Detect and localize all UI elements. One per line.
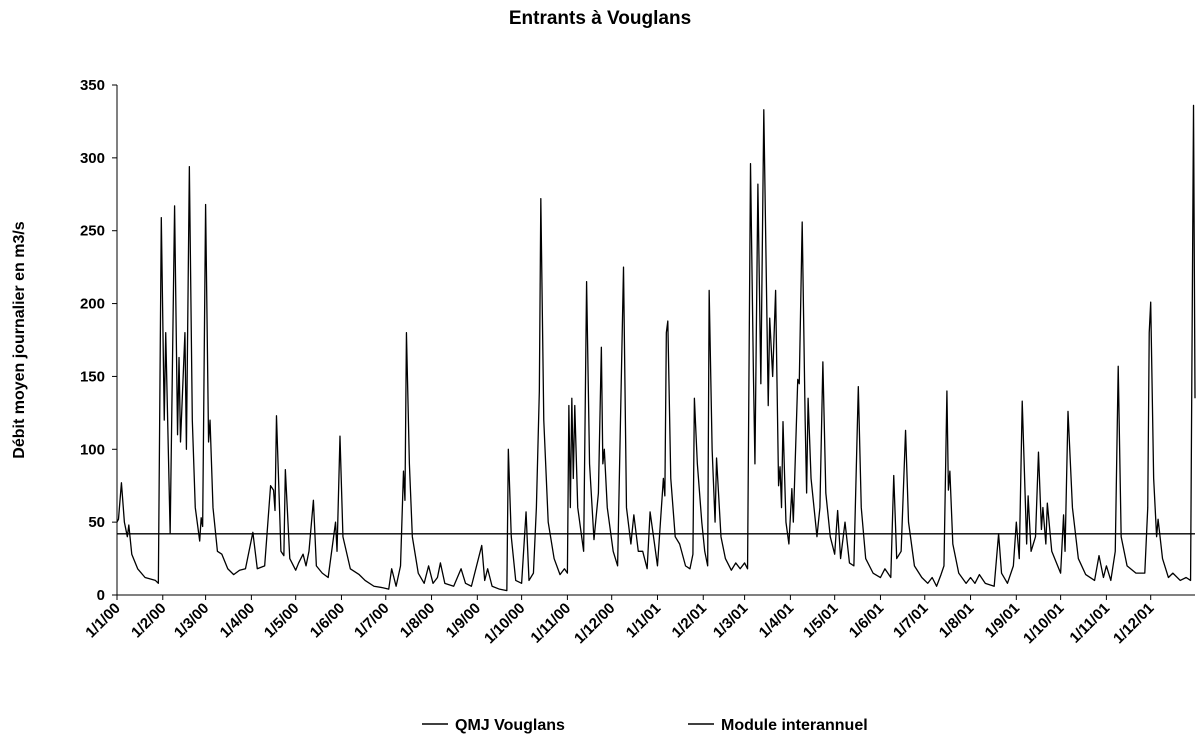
y-tick-label: 300	[80, 150, 105, 167]
legend-label: QMJ Vouglans	[455, 717, 565, 734]
x-tick-label: 1/5/00	[261, 600, 303, 642]
series-line	[116, 104, 1196, 592]
chart-title: Entrants à Vouglans	[509, 8, 691, 29]
y-tick-label: 150	[80, 368, 105, 385]
x-tick-label: 1/9/00	[443, 600, 485, 642]
x-tick-label: 1/6/01	[846, 600, 888, 642]
x-tick-label: 1/5/01	[800, 600, 842, 642]
y-tick-label: 200	[80, 296, 105, 313]
x-tick-label: 1/1/00	[82, 600, 124, 642]
x-tick-label: 1/3/01	[710, 600, 752, 642]
x-tick-label: 1/1/01	[623, 600, 665, 642]
x-tick-label: 1/12/01	[1110, 600, 1157, 647]
y-tick-label: 0	[97, 587, 105, 604]
y-tick-label: 100	[80, 441, 105, 458]
y-tick-label: 50	[88, 514, 105, 531]
x-tick-label: 1/8/00	[397, 600, 439, 642]
x-tick-label: 1/2/00	[128, 600, 170, 642]
x-tick-label: 1/4/00	[217, 600, 259, 642]
legend-label: Module interannuel	[721, 717, 868, 734]
x-tick-label: 1/6/00	[307, 600, 349, 642]
x-tick-label: 1/9/01	[982, 600, 1024, 642]
y-axis-label: Débit moyen journalier en m3/s	[11, 221, 28, 459]
x-tick-label: 1/2/01	[669, 600, 711, 642]
x-tick-label: 1/12/00	[571, 600, 618, 647]
x-tick-label: 1/11/01	[1066, 600, 1113, 647]
x-tick-label: 1/4/01	[756, 600, 798, 642]
x-tick-label: 1/8/01	[936, 600, 978, 642]
x-tick-label: 1/11/00	[527, 600, 574, 647]
x-tick-label: 1/10/01	[1020, 600, 1067, 647]
x-tick-label: 1/10/00	[481, 600, 528, 647]
y-tick-label: 350	[80, 77, 105, 94]
y-tick-label: 250	[80, 223, 105, 240]
x-tick-label: 1/7/01	[890, 600, 932, 642]
x-tick-label: 1/3/00	[171, 600, 213, 642]
x-tick-label: 1/7/00	[351, 600, 393, 642]
